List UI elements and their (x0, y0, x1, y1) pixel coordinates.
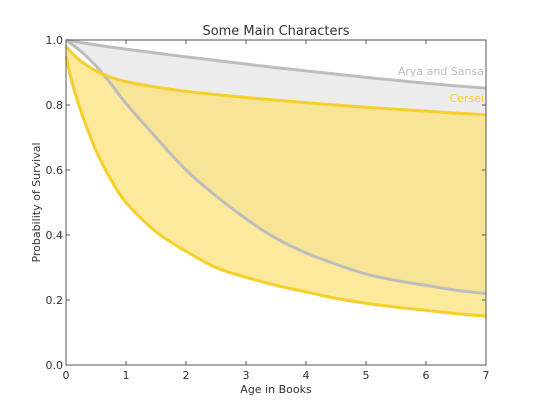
plot-frame (65, 39, 487, 366)
x-axis-ticks: 0 1 2 3 4 5 6 7 (63, 40, 490, 382)
x-tick-label: 5 (363, 369, 370, 382)
cersei-upper-line (64, 45, 487, 117)
arya-and-sansa-label: Arya and Sansa (398, 65, 484, 78)
y-tick-label: 0.2 (46, 294, 64, 307)
y-tick-label: 1.0 (46, 34, 64, 47)
x-axis-label: Age in Books (240, 383, 312, 396)
x-tick-label: 1 (123, 369, 130, 382)
series-labels: Arya and Sansa Cersei (398, 65, 484, 105)
x-tick-label: 7 (483, 369, 490, 382)
cersei-band (66, 46, 486, 317)
chart-title: Some Main Characters (202, 24, 349, 39)
arya-and-sansa-upper-line (65, 38, 487, 90)
cersei-label: Cersei (449, 92, 484, 105)
x-tick-label: 0 (63, 369, 70, 382)
x-tick-label: 3 (243, 369, 250, 382)
series-lines (64, 38, 487, 318)
y-tick-label: 0.6 (46, 164, 64, 177)
y-tick-label: 0.8 (46, 99, 64, 112)
y-tick-label: 0.0 (46, 359, 64, 372)
y-axis-label: Probability of Survival (30, 142, 43, 262)
cersei-lower-line (64, 55, 487, 318)
x-tick-label: 2 (183, 369, 190, 382)
y-axis-ticks: 0.0 0.2 0.4 0.6 0.8 1.0 (46, 34, 486, 372)
x-tick-label: 6 (423, 369, 430, 382)
series-areas (66, 40, 486, 317)
x-tick-label: 4 (303, 369, 310, 382)
y-tick-label: 0.4 (46, 229, 64, 242)
arya-and-sansa-lower-line (65, 38, 487, 295)
